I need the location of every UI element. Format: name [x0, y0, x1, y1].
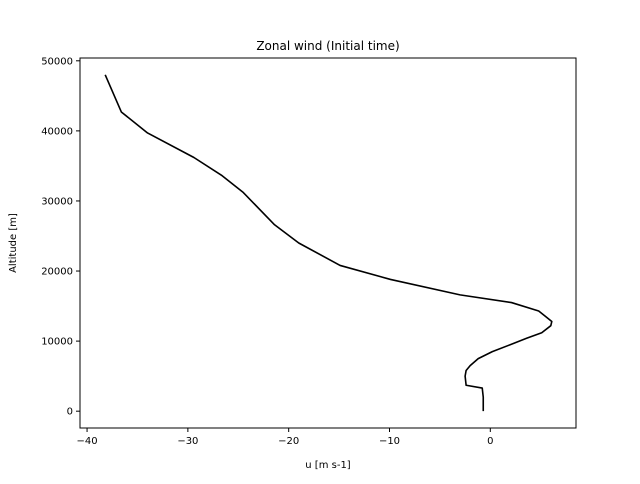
- y-tick-label: 30000: [41, 196, 73, 207]
- chart-title: Zonal wind (Initial time): [256, 39, 399, 53]
- series-line-0: [104, 74, 553, 412]
- plot-data: [104, 74, 553, 412]
- y-axis-ticks: 0 10000 20000 30000 40000 50000: [41, 56, 80, 418]
- y-axis-label: Altitude [m]: [8, 213, 19, 273]
- y-tick-label: 20000: [41, 267, 73, 278]
- x-axis-label: u [m s-1]: [305, 460, 351, 471]
- y-tick-label: 10000: [41, 337, 73, 348]
- x-tick-label: −30: [177, 436, 198, 447]
- x-axis-ticks: −40 −30 −20 −10 0: [77, 428, 493, 447]
- x-tick-label: −20: [278, 436, 299, 447]
- plot-area-frame: [79, 57, 577, 429]
- y-tick-label: 50000: [41, 56, 73, 67]
- x-tick-label: 0: [487, 436, 493, 447]
- x-tick-label: −40: [77, 436, 98, 447]
- y-tick-label: 40000: [41, 126, 73, 137]
- x-tick-label: −10: [379, 436, 400, 447]
- y-tick-label: 0: [67, 407, 73, 418]
